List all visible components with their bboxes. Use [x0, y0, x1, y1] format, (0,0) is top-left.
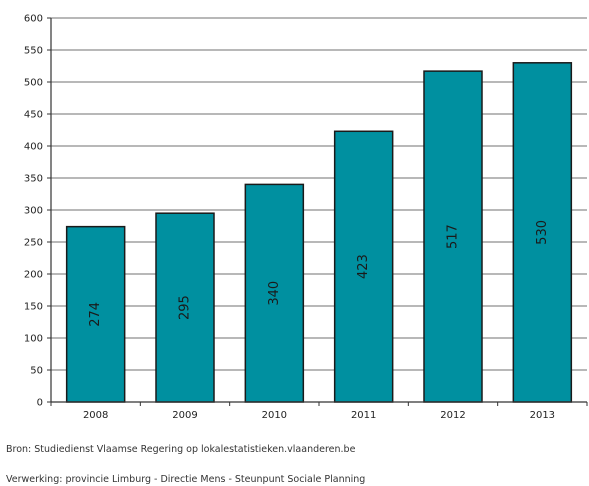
y-tick-label: 500 [24, 78, 43, 89]
grid-lines [51, 17, 587, 371]
x-tick-label: 2010 [262, 410, 287, 421]
bar-value-labels: 274 295 340 423 517 530 [88, 220, 550, 327]
y-tick-label: 550 [24, 46, 43, 57]
bar-chart: 0 50 100 150 200 250 300 350 400 450 500 550 600 200… [24, 14, 588, 421]
x-tick-label: 2013 [530, 410, 555, 421]
source-note: Bron: Studiedienst Vlaamse Regering op l… [6, 444, 356, 455]
x-tick-label: 2012 [440, 410, 465, 421]
y-tick-label: 350 [24, 174, 43, 185]
x-tick-label: 2009 [172, 410, 197, 421]
y-tick-label: 450 [24, 110, 43, 121]
x-tick-label: 2011 [351, 410, 376, 421]
y-tick-label: 100 [24, 334, 43, 345]
bar-value-label: 423 [356, 254, 371, 279]
processing-note: Verwerking: provincie Limburg - Directie… [6, 474, 366, 485]
y-axis-tick-labels: 0 50 100 150 200 250 300 350 400 450 500 550 600 [24, 14, 43, 409]
bar-2009 [155, 212, 215, 403]
y-tick-label: 400 [24, 142, 43, 153]
y-tick-label: 200 [24, 270, 43, 281]
y-tick-label: 250 [24, 238, 43, 249]
x-tick-label: 2008 [83, 410, 108, 421]
y-tick-label: 50 [30, 366, 43, 377]
axes [47, 17, 588, 406]
bar-value-label: 517 [446, 224, 461, 249]
y-tick-label: 150 [24, 302, 43, 313]
bars [65, 62, 573, 403]
bar-2011 [333, 130, 394, 403]
bar-2008 [65, 225, 126, 403]
bar-2010 [244, 183, 305, 403]
y-tick-label: 600 [24, 14, 43, 25]
y-tick-label: 0 [37, 398, 43, 409]
bar-value-label: 340 [267, 281, 282, 306]
bar-value-label: 274 [88, 302, 103, 327]
y-tick-label: 300 [24, 206, 43, 217]
bar-value-label: 295 [178, 295, 193, 320]
bar-value-label: 530 [535, 220, 550, 245]
x-axis-tick-labels: 2008 2009 2010 2011 2012 2013 [83, 410, 555, 421]
